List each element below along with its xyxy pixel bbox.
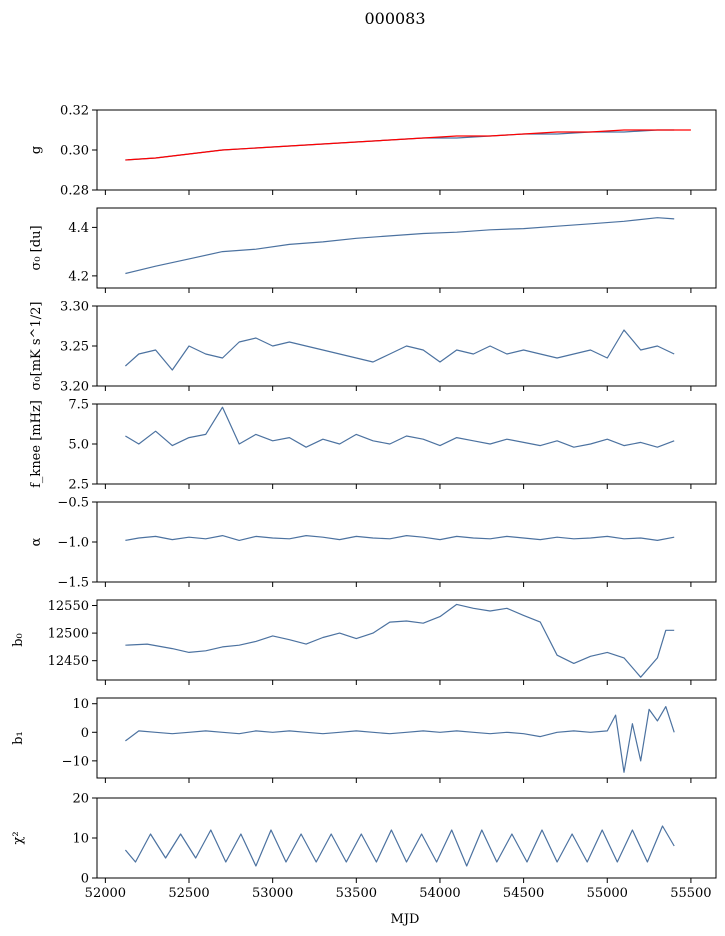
y-tick-label: 7.5 (68, 398, 89, 413)
panel-0: 0.28 0.30 0.32 g (29, 104, 717, 199)
series-line-model (125, 129, 691, 161)
panel-7: 0 10 20 52000 52500 53000 53500 54000 54500 55000… (11, 792, 717, 901)
y-tick-label: 0.32 (60, 104, 89, 119)
x-tick-label: 53000 (252, 886, 293, 901)
y-tick-label: −1.0 (57, 536, 89, 551)
series-line-data (124, 329, 675, 371)
x-tick-label: 55000 (587, 886, 628, 901)
y-tick-label: 3.25 (60, 340, 89, 355)
panel-frame (96, 109, 717, 191)
panel-frame (96, 207, 717, 289)
series-line-data (125, 129, 675, 161)
series-line-data (125, 217, 675, 275)
panel-3: 2.5 5.0 7.5 f_knee [mHz] (29, 398, 717, 493)
x-tick-label: 54000 (419, 886, 460, 901)
x-tick-label: 53500 (336, 886, 377, 901)
series-line-data (125, 534, 675, 542)
series-line-data (125, 603, 675, 678)
panel-5: 12450 12500 12550 b₀ (11, 599, 717, 685)
y-tick-label: 0 (81, 726, 89, 741)
y-axis-label: χ² (11, 831, 26, 844)
y-tick-label: 0.28 (60, 184, 89, 199)
y-tick-label: 4.4 (68, 221, 89, 236)
panels-group: 0.28 0.30 0.32 g 4.2 4.4 σ₀ [du] 3.20 3.25 3.30 σ₀… (11, 104, 717, 901)
y-tick-label: 3.20 (60, 380, 89, 395)
y-axis-label: σ₀ [du] (29, 225, 44, 270)
y-axis-label: σ₀[mK s^1/2] (29, 302, 44, 391)
panel-4: −1.5 −1.0 −0.5 α (29, 496, 717, 591)
y-axis-label: b₁ (11, 731, 26, 745)
y-tick-label: 4.2 (68, 269, 89, 284)
y-tick-label: 12500 (48, 627, 89, 642)
x-axis-label: MJD (391, 912, 420, 927)
panel-frame (96, 599, 717, 681)
y-tick-label: 10 (72, 697, 89, 712)
x-tick-label: 55500 (670, 886, 711, 901)
y-tick-label: 3.30 (60, 300, 89, 315)
x-tick-label: 52500 (168, 886, 209, 901)
y-tick-label: 20 (72, 792, 89, 807)
series-line-data (125, 406, 675, 448)
y-axis-label: g (29, 146, 44, 154)
y-tick-label: 12550 (48, 599, 89, 614)
panel-frame (96, 501, 717, 583)
series-line-data (124, 825, 675, 867)
y-tick-label: −1.5 (57, 576, 89, 591)
panel-frame (96, 797, 717, 879)
x-tick-label: 52000 (85, 886, 126, 901)
y-tick-label: −10 (62, 754, 89, 769)
y-axis-label: f_knee [mHz] (29, 400, 44, 488)
panel-6: −10 0 10 b₁ (11, 697, 717, 783)
y-tick-label: 12450 (48, 654, 89, 669)
y-tick-label: 0 (81, 872, 89, 887)
y-axis-label: b₀ (11, 633, 26, 647)
y-tick-label: −0.5 (57, 496, 89, 511)
y-tick-label: 0.30 (60, 144, 89, 159)
y-tick-label: 2.5 (68, 478, 89, 493)
y-axis-label: α (29, 537, 44, 546)
y-tick-label: 5.0 (68, 438, 89, 453)
y-tick-label: 10 (72, 832, 89, 847)
figure-title: 000083 (364, 9, 425, 28)
panel-frame (96, 403, 717, 485)
x-tick-label: 54500 (503, 886, 544, 901)
panel-2: 3.20 3.25 3.30 σ₀[mK s^1/2] (29, 300, 717, 395)
series-line-data (125, 705, 675, 773)
panel-1: 4.2 4.4 σ₀ [du] (29, 207, 717, 293)
panel-frame (96, 697, 717, 779)
